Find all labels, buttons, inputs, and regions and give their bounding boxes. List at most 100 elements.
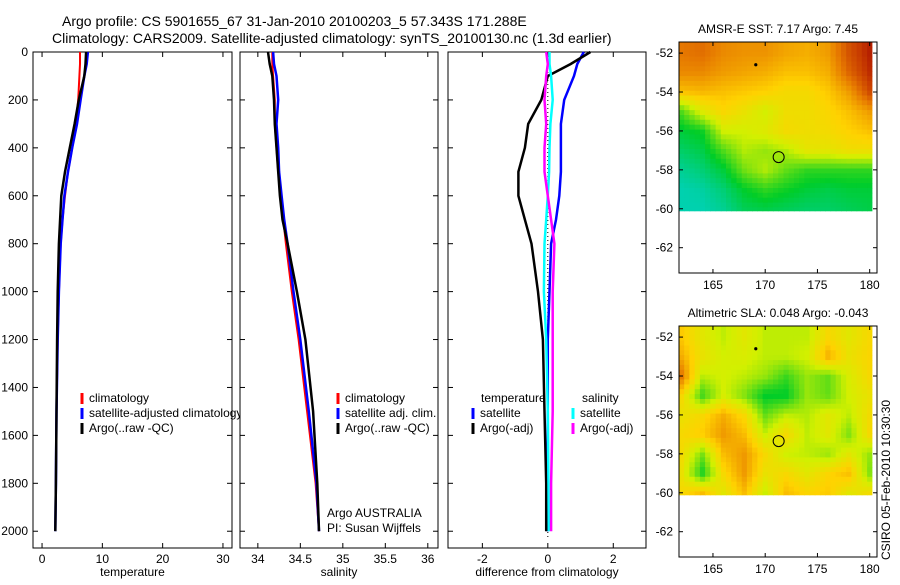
heatmap-cell xyxy=(731,90,737,97)
y-tick-label: -56 xyxy=(656,408,674,422)
heatmap-cell xyxy=(689,437,696,444)
heatmap-cell xyxy=(689,85,696,92)
heatmap-cell xyxy=(767,447,774,454)
legend-label: Argo(-adj) xyxy=(480,421,533,435)
heatmap-cell xyxy=(757,360,764,366)
heatmap-cell xyxy=(767,350,774,356)
heatmap-cell xyxy=(856,486,863,493)
heatmap-cell xyxy=(799,486,805,493)
heatmap-cell xyxy=(773,178,779,184)
heatmap-cell xyxy=(830,360,837,366)
heatmap-cell xyxy=(778,399,785,405)
heatmap-cell xyxy=(705,428,711,434)
heatmap-cell xyxy=(820,418,826,424)
heatmap-cell xyxy=(841,115,847,121)
heatmap-cell xyxy=(778,428,785,434)
heatmap-cell xyxy=(788,149,795,155)
heatmap-cell xyxy=(793,364,800,371)
heatmap-cell xyxy=(767,197,774,204)
heatmap-cell xyxy=(835,85,842,92)
heatmap-cell xyxy=(809,418,816,424)
y-tick-label: -60 xyxy=(656,486,674,500)
y-tick-label: -60 xyxy=(656,202,674,216)
heatmap-cell xyxy=(825,491,832,496)
heatmap-cell xyxy=(867,158,873,165)
heatmap-cell xyxy=(757,389,764,395)
heatmap-cell xyxy=(689,192,696,199)
heatmap-cell xyxy=(820,481,826,488)
heatmap-cell xyxy=(689,369,696,376)
heatmap-cell xyxy=(783,202,790,209)
heatmap-cell xyxy=(809,61,816,67)
heatmap-cell xyxy=(726,105,732,111)
heatmap-cell xyxy=(830,183,837,189)
heatmap-cell xyxy=(694,394,701,400)
heatmap-cell xyxy=(752,374,758,381)
heatmap-cell xyxy=(715,399,722,405)
heatmap-cell xyxy=(841,42,847,48)
heatmap-cell xyxy=(731,71,737,77)
heatmap-cell xyxy=(773,389,779,395)
heatmap-cell xyxy=(689,374,696,381)
heatmap-cell xyxy=(856,173,863,179)
heatmap-cell xyxy=(846,442,852,449)
heatmap-cell xyxy=(757,144,764,150)
heatmap-cell xyxy=(715,423,722,429)
heatmap-cell xyxy=(820,462,826,468)
heatmap-cell xyxy=(778,71,785,77)
series-line-argo-raw-qc- xyxy=(54,51,88,532)
heatmap-cell xyxy=(684,158,690,165)
heatmap-cell xyxy=(689,442,696,449)
heatmap-cell xyxy=(741,95,748,101)
heatmap-cell xyxy=(799,481,805,488)
heatmap-cell xyxy=(684,149,690,155)
heatmap-cell xyxy=(762,168,769,174)
heatmap-cell xyxy=(851,462,858,468)
heatmap-cell xyxy=(856,105,863,111)
heatmap-cell xyxy=(809,144,816,150)
heatmap-cell xyxy=(741,192,748,199)
heatmap-cell xyxy=(762,202,769,209)
heatmap-cell xyxy=(830,46,837,53)
heatmap-cell xyxy=(731,467,737,473)
heatmap-cell xyxy=(699,207,706,212)
heatmap-cell xyxy=(762,76,769,82)
heatmap-cell xyxy=(715,457,722,463)
heatmap-cell xyxy=(679,442,685,449)
heatmap-cell xyxy=(788,374,795,381)
heatmap-cell xyxy=(825,46,832,53)
heatmap-cell xyxy=(746,452,753,458)
heatmap-cell xyxy=(767,56,774,63)
heatmap-cell xyxy=(861,364,868,371)
heatmap-cell xyxy=(684,437,690,444)
heatmap-cell xyxy=(825,149,832,155)
heatmap-cell xyxy=(746,61,753,67)
heatmap-cell xyxy=(820,76,826,82)
heatmap-cell xyxy=(804,418,811,424)
heatmap-cell xyxy=(783,442,790,449)
heatmap-cell xyxy=(705,345,711,351)
heatmap-cell xyxy=(715,139,722,145)
heatmap-cell xyxy=(841,452,847,458)
heatmap-cell xyxy=(846,428,852,434)
heatmap-cell xyxy=(846,153,852,160)
heatmap-cell xyxy=(830,369,837,376)
heatmap-cell xyxy=(684,462,690,468)
heatmap-cell xyxy=(814,467,821,473)
heatmap-cell xyxy=(762,442,769,449)
heatmap-cell xyxy=(731,476,737,483)
heatmap-cell xyxy=(814,476,821,483)
heatmap-cell xyxy=(804,153,811,160)
heatmap-cell xyxy=(689,399,696,405)
heatmap-cell xyxy=(726,384,732,390)
heatmap-cell xyxy=(861,360,868,366)
heatmap-cell xyxy=(804,369,811,376)
heatmap-cell xyxy=(767,173,774,179)
heatmap-cell xyxy=(799,364,805,371)
legend-label: climatology xyxy=(89,391,149,405)
heatmap-cell xyxy=(773,110,779,116)
heatmap-cell xyxy=(736,437,743,444)
heatmap-cell xyxy=(773,326,779,332)
heatmap-cell xyxy=(762,115,769,121)
heatmap-cell xyxy=(825,115,832,121)
